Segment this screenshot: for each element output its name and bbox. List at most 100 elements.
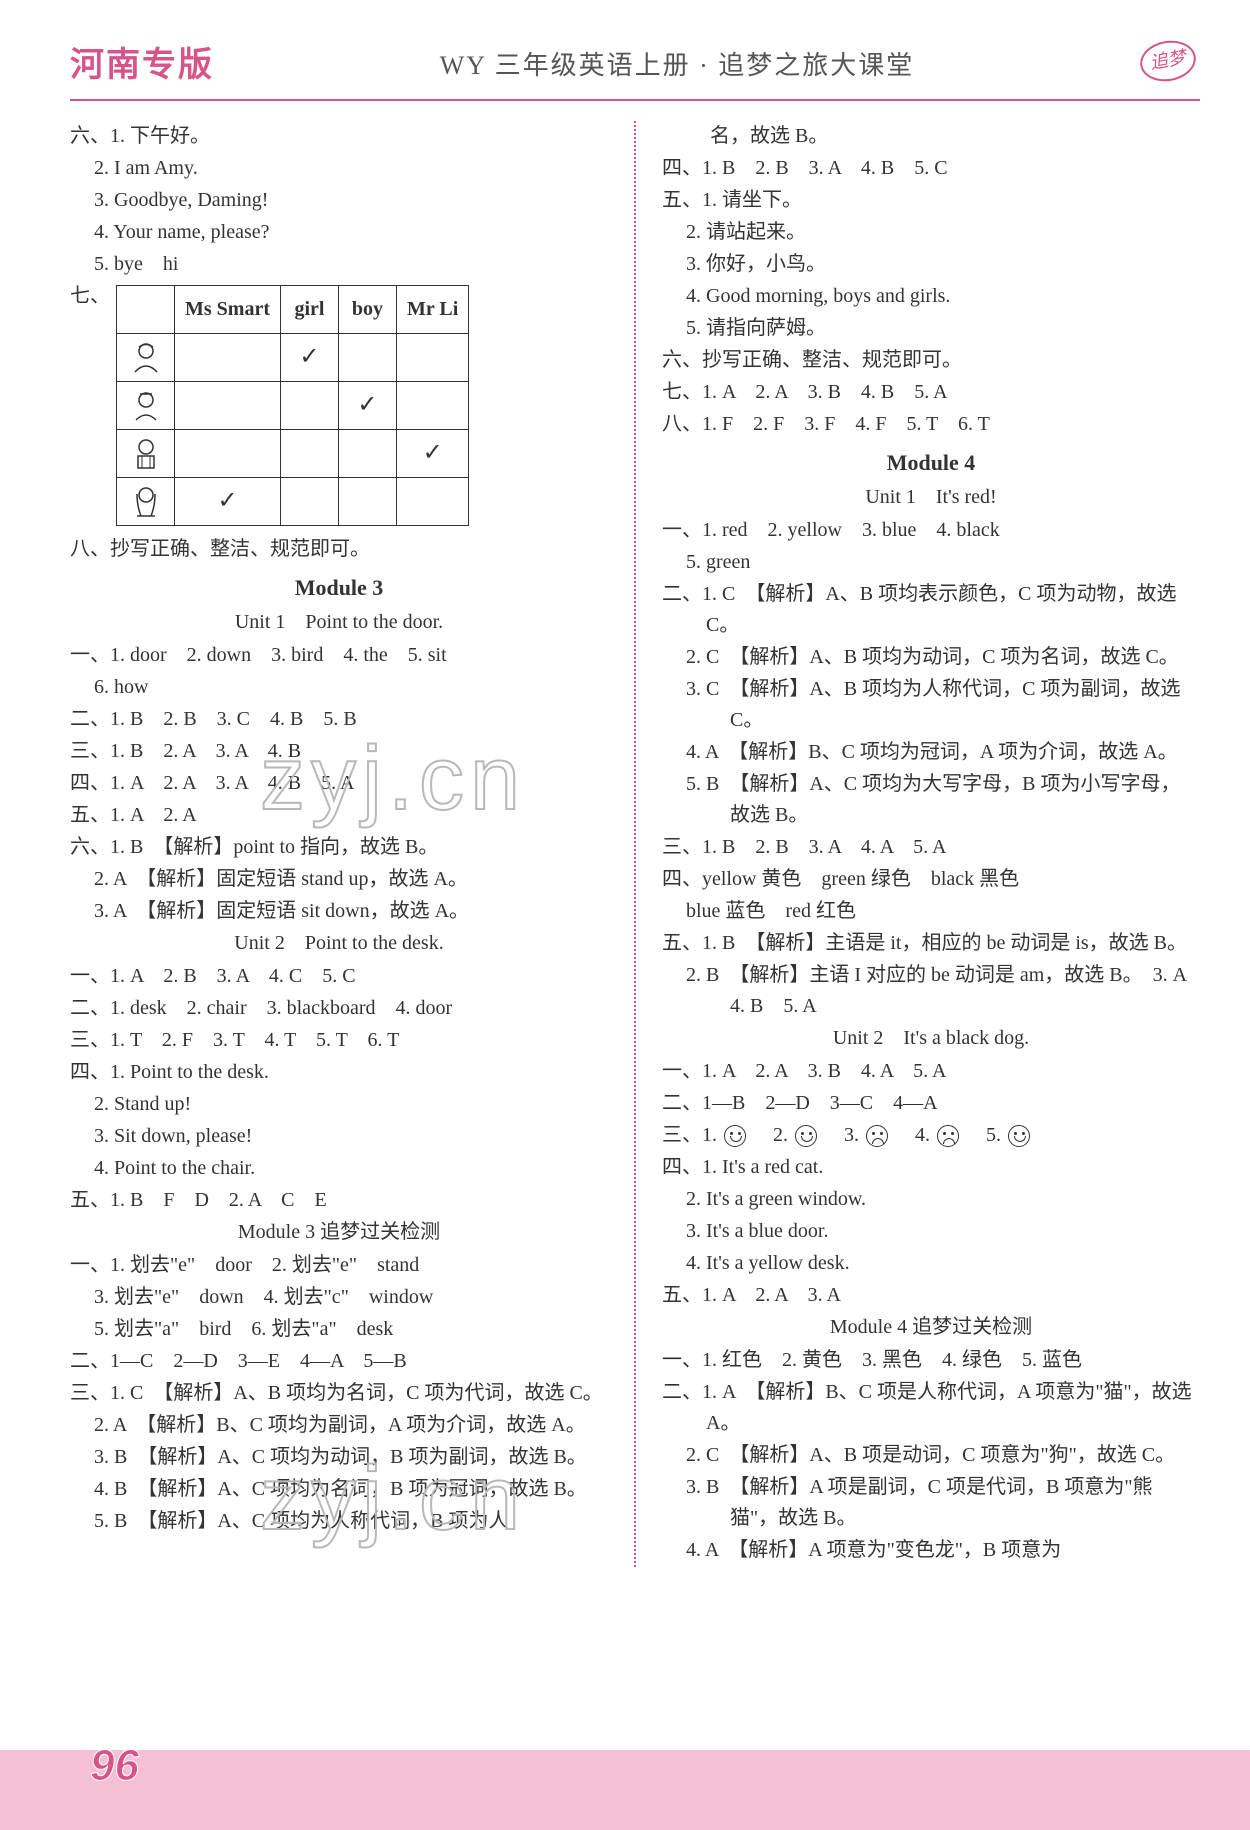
text-line: 八、1. F 2. F 3. F 4. F 5. T 6. T	[662, 409, 1200, 440]
table-cell	[175, 333, 281, 381]
table-header: girl	[280, 285, 338, 333]
text-line: 四、yellow 黄色 green 绿色 black 黑色	[662, 864, 1200, 895]
check-mark: ✓	[396, 429, 468, 477]
text-line: 3. It's a blue door.	[662, 1216, 1200, 1247]
text-line: 3. Goodbye, Daming!	[70, 185, 608, 216]
text-line: 一、1. 红色 2. 黄色 3. 黑色 4. 绿色 5. 蓝色	[662, 1345, 1200, 1376]
person-icon	[117, 381, 175, 429]
table-row: ✓	[117, 477, 469, 525]
table-cell	[175, 429, 281, 477]
text-line: 五、1. 请坐下。	[662, 185, 1200, 216]
unit-title: Unit 1 Point to the door.	[70, 607, 608, 638]
text-line: 五、1. B F D 2. A C E	[70, 1185, 608, 1216]
text-line: 4. Point to the chair.	[70, 1153, 608, 1184]
text-line: 5. B 【解析】A、C 项均为大写字母，B 项为小写字母，故选 B。	[662, 769, 1200, 831]
item-text: 2.	[753, 1124, 793, 1146]
text-line: 5. B 【解析】A、C 项均为人称代词，B 项为人	[70, 1506, 608, 1537]
item-text: 5.	[966, 1124, 1006, 1146]
unit-title: Unit 2 It's a black dog.	[662, 1023, 1200, 1054]
answer-table: Ms Smart girl boy Mr Li ✓	[116, 285, 469, 526]
column-divider	[634, 121, 636, 1567]
text-line: 2. I am Amy.	[70, 153, 608, 184]
item-text: 三、1.	[662, 1124, 722, 1146]
text-line: 一、1. door 2. down 3. bird 4. the 5. sit	[70, 640, 608, 671]
table-cell	[280, 429, 338, 477]
text-line: 一、1. A 2. A 3. B 4. A 5. A	[662, 1056, 1200, 1087]
header-edition: 河南专版	[70, 40, 214, 93]
test-title: Module 3 追梦过关检测	[70, 1217, 608, 1248]
text-line: 五、1. A 2. A	[70, 800, 608, 831]
text-line: 4. B 【解析】A、C 项均为名词，B 项为冠词，故选 B。	[70, 1474, 608, 1505]
module-title: Module 3	[70, 571, 608, 605]
item-text: 4.	[895, 1124, 935, 1146]
table-cell	[396, 333, 468, 381]
table-header-row: Ms Smart girl boy Mr Li	[117, 285, 469, 333]
text-line: 四、1. B 2. B 3. A 4. B 5. C	[662, 153, 1200, 184]
text-line: 4. Your name, please?	[70, 217, 608, 248]
frown-icon	[937, 1125, 959, 1147]
check-mark: ✓	[338, 381, 396, 429]
text-line: 一、1. 划去"e" door 2. 划去"e" stand	[70, 1250, 608, 1281]
text-line: 4. A 【解析】A 项意为"变色龙"，B 项意为	[662, 1535, 1200, 1566]
text-line: 四、1. It's a red cat.	[662, 1152, 1200, 1183]
text-line: 六、1. B 【解析】point to 指向，故选 B。	[70, 832, 608, 863]
person-icon	[117, 429, 175, 477]
table-row: ✓	[117, 381, 469, 429]
item-text: 3.	[824, 1124, 864, 1146]
text-line: 三、1. B 2. A 3. A 4. B	[70, 736, 608, 767]
table-header	[117, 285, 175, 333]
text-line: 八、抄写正确、整洁、规范即可。	[70, 534, 608, 565]
text-line: 三、1. 2. 3. 4. 5.	[662, 1120, 1200, 1151]
smile-icon	[795, 1125, 817, 1147]
section-label: 六、	[70, 125, 110, 147]
text-line: 六、抄写正确、整洁、规范即可。	[662, 345, 1200, 376]
text-line: 2. A 【解析】固定短语 stand up，故选 A。	[70, 864, 608, 895]
person-icon	[117, 477, 175, 525]
text-line: 3. C 【解析】A、B 项均为人称代词，C 项为副词，故选 C。	[662, 674, 1200, 736]
page-footer: 96	[0, 1750, 1250, 1830]
text-line: 3. 划去"e" down 4. 划去"c" window	[70, 1282, 608, 1313]
text-line: 名，故选 B。	[662, 121, 1200, 152]
left-column: 六、1. 下午好。 2. I am Amy. 3. Goodbye, Damin…	[70, 121, 608, 1567]
text-line: 2. Stand up!	[70, 1089, 608, 1120]
text-line: 二、1. B 2. B 3. C 4. B 5. B	[70, 704, 608, 735]
item-text: 1. 下午好。	[110, 125, 210, 147]
smile-icon	[1008, 1125, 1030, 1147]
frown-icon	[866, 1125, 888, 1147]
text-line: blue 蓝色 red 红色	[662, 896, 1200, 927]
text-line: 三、1. T 2. F 3. T 4. T 5. T 6. T	[70, 1025, 608, 1056]
text-line: 二、1—B 2—D 3—C 4—A	[662, 1088, 1200, 1119]
text-line: 六、1. 下午好。	[70, 121, 608, 152]
text-line: 3. 你好，小鸟。	[662, 249, 1200, 280]
text-line: 四、1. A 2. A 3. A 4. B 5. A	[70, 768, 608, 799]
text-line: 二、1—C 2—D 3—E 4—A 5—B	[70, 1346, 608, 1377]
right-column: 名，故选 B。 四、1. B 2. B 3. A 4. B 5. C 五、1. …	[662, 121, 1200, 1567]
text-line: 三、1. B 2. B 3. A 4. A 5. A	[662, 832, 1200, 863]
table-cell	[396, 381, 468, 429]
table-cell	[396, 477, 468, 525]
table-cell	[338, 333, 396, 381]
unit-title: Unit 1 It's red!	[662, 482, 1200, 513]
text-line: 2. A 【解析】B、C 项均为副词，A 项为介词，故选 A。	[70, 1410, 608, 1441]
text-line: 5. green	[662, 547, 1200, 578]
table-header: Ms Smart	[175, 285, 281, 333]
table-row: ✓	[117, 429, 469, 477]
text-line: 一、1. A 2. B 3. A 4. C 5. C	[70, 961, 608, 992]
table-header: boy	[338, 285, 396, 333]
text-line: 五、1. B 【解析】主语是 it，相应的 be 动词是 is，故选 B。	[662, 928, 1200, 959]
table-cell	[338, 429, 396, 477]
logo-icon: 追梦	[1137, 37, 1199, 86]
text-line: 五、1. A 2. A 3. A	[662, 1280, 1200, 1311]
table-cell	[175, 381, 281, 429]
content-columns: 六、1. 下午好。 2. I am Amy. 3. Goodbye, Damin…	[70, 121, 1200, 1567]
table-header: Mr Li	[396, 285, 468, 333]
page-header: 河南专版 WY 三年级英语上册 · 追梦之旅大课堂 追梦	[70, 40, 1200, 101]
text-line: 5. bye hi	[70, 249, 608, 280]
text-line: 3. B 【解析】A 项是副词，C 项是代词，B 项意为"熊猫"，故选 B。	[662, 1472, 1200, 1534]
text-line: 二、1. C 【解析】A、B 项均表示颜色，C 项为动物，故选 C。	[662, 579, 1200, 641]
text-line: 一、1. red 2. yellow 3. blue 4. black	[662, 515, 1200, 546]
text-line: 4. Good morning, boys and girls.	[662, 281, 1200, 312]
text-line: 3. A 【解析】固定短语 sit down，故选 A。	[70, 896, 608, 927]
header-title: WY 三年级英语上册 · 追梦之旅大课堂	[214, 46, 1140, 86]
text-line: 6. how	[70, 672, 608, 703]
